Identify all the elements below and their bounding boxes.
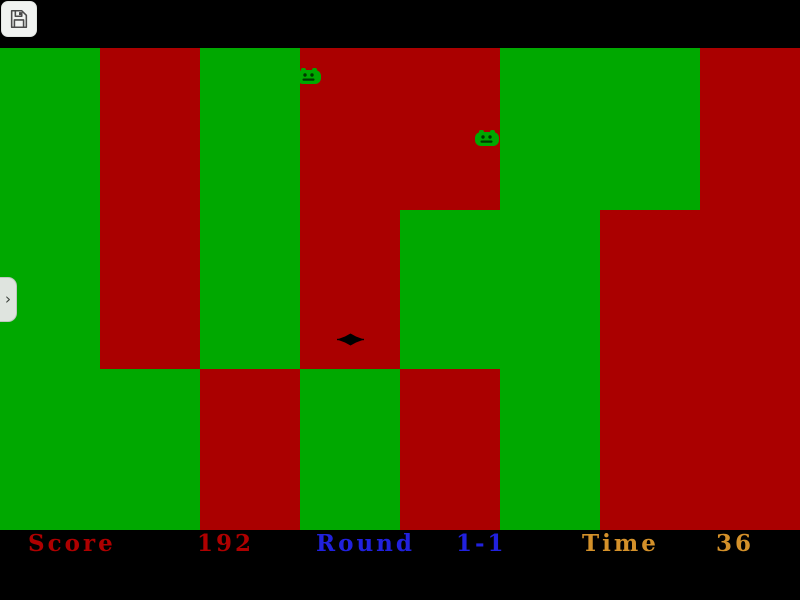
- round-label: Round: [316, 530, 415, 557]
- board-cell-red: [700, 48, 800, 530]
- board-cell-red: [600, 210, 700, 530]
- creature-sprite: [474, 129, 500, 148]
- board-cell-green: [200, 48, 300, 369]
- sidebar-expand-tab[interactable]: ›: [0, 277, 17, 322]
- game-board[interactable]: [0, 0, 800, 530]
- board-cell-green: [400, 210, 500, 369]
- board-cell-red: [200, 369, 300, 530]
- board-cell-green: [600, 48, 700, 210]
- score-label: Score: [28, 530, 116, 557]
- chevron-right-icon: ›: [5, 290, 11, 308]
- save-button[interactable]: [1, 1, 37, 37]
- score-value: 192: [197, 530, 255, 557]
- time-label: Time: [582, 530, 659, 557]
- board-cell-green: [300, 369, 400, 530]
- board-cell-red: [300, 48, 400, 369]
- board-cell-red: [100, 48, 200, 369]
- board-cell-green: [100, 369, 200, 530]
- board-cell-red: [400, 48, 500, 210]
- top-bar: [0, 0, 800, 48]
- board-cell-red: [400, 369, 500, 530]
- floppy-disk-icon: [8, 8, 30, 30]
- time-value: 36: [716, 530, 755, 557]
- round-value: 1-1: [456, 530, 507, 557]
- status-bar: Score 192 Round 1-1 Time 36: [0, 530, 800, 600]
- player-sprite: [337, 333, 364, 346]
- board-cell-green: [500, 48, 600, 530]
- creature-sprite: [296, 67, 322, 86]
